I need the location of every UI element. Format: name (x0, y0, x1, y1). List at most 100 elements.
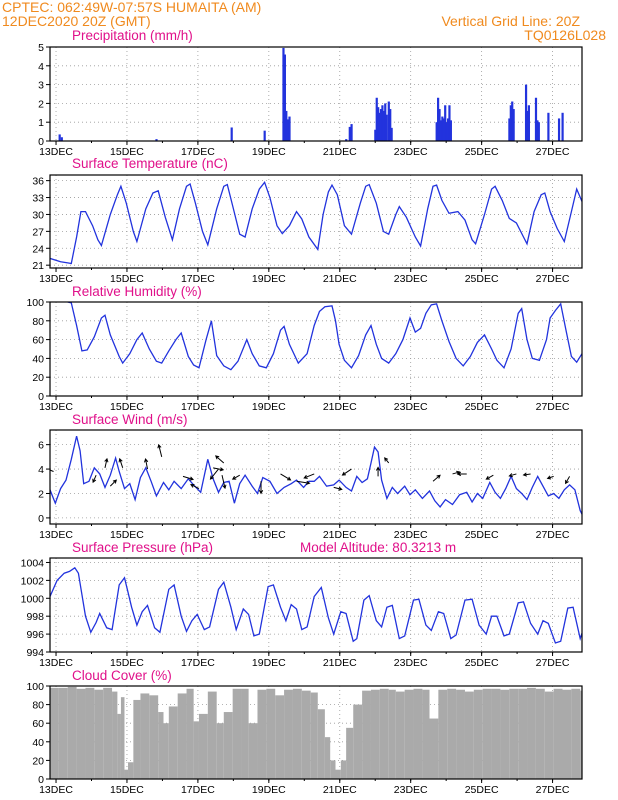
x-tick-label: 23DEC (394, 657, 428, 669)
x-tick-label: 27DEC (536, 784, 570, 796)
wind-arrow (92, 474, 97, 484)
cloud-bar (571, 688, 581, 779)
x-tick-label: 23DEC (394, 401, 428, 413)
y-tick-label: 3 (38, 80, 44, 92)
wind-arrow (215, 455, 225, 464)
precip-bar (263, 130, 266, 141)
panel-cloud-cover: 0 20 40 60 80 100 13DEC 15DEC 17DEC 19DEC 21DEC 23D… (26, 681, 583, 796)
wind-arrow (303, 473, 315, 479)
y-tick-label: 6 (38, 440, 44, 452)
wind-arrow (258, 481, 264, 495)
wind-arrow (508, 473, 517, 478)
cloud-bar (482, 688, 492, 779)
cloud-bar (438, 689, 448, 779)
x-tick-label: 13DEC (39, 529, 73, 541)
precip-bar (374, 129, 377, 141)
x-tick-label: 19DEC (252, 273, 286, 285)
precip-bar (230, 127, 233, 141)
cloud-bar (464, 691, 474, 779)
series-line-humidity (67, 302, 582, 371)
x-tick-label: 13DEC (39, 146, 73, 158)
series-line-pressure (50, 566, 582, 644)
panel-content-cloud-cover (50, 686, 582, 779)
precip-bar (283, 54, 286, 141)
cloud-bar (103, 687, 113, 779)
cloud-bar (284, 689, 293, 779)
cloud-bar (562, 689, 572, 779)
panel-content-humidity (67, 302, 582, 371)
x-tick-label: 13DEC (39, 401, 73, 413)
y-tick-label: 0 (38, 774, 44, 786)
cloud-bar (85, 687, 95, 779)
x-tick-label: 27DEC (536, 529, 570, 541)
x-tick-label: 27DEC (536, 146, 570, 158)
panel-title-temperature: Surface Temperature (nC) (72, 156, 228, 171)
cloud-bar (544, 691, 554, 779)
precip-bar (389, 109, 392, 141)
cloud-bar (168, 706, 178, 779)
panel-pressure: 994 996 998 1000 1002 1004 13DEC 15DEC 17DEC 19DE… (21, 557, 583, 669)
pressure-model-altitude: Model Altitude: 80.3213 m (300, 540, 456, 555)
y-tick-label: 2 (38, 98, 44, 110)
header-right2: TQ0126L028 (524, 27, 606, 43)
cloud-bar (518, 688, 528, 779)
y-tick-label: 2 (38, 488, 44, 500)
panel-content-precipitation (58, 47, 564, 141)
y-tick-label: 998 (26, 611, 44, 623)
precip-bar (547, 112, 550, 141)
wind-arrow (157, 443, 163, 457)
precip-bar (350, 124, 353, 141)
precip-bar (60, 137, 63, 141)
x-tick-label: 23DEC (394, 784, 428, 796)
x-tick-label: 13DEC (39, 273, 73, 285)
x-tick-label: 27DEC (536, 401, 570, 413)
cloud-bar (58, 687, 68, 779)
wind-arrow (522, 472, 531, 477)
wind-arrow (333, 486, 343, 491)
y-tick-label: 1002 (21, 575, 45, 587)
precip-bar (449, 120, 452, 141)
panel-frame (49, 557, 583, 653)
precip-bar (537, 122, 540, 141)
cloud-bar (301, 690, 311, 779)
cloud-bar (353, 704, 363, 779)
cloud-bar (340, 760, 347, 779)
header-line1: CPTEC: 062:49W-07:57S HUMAITA (AM) (2, 0, 261, 15)
x-tick-label: 23DEC (394, 146, 428, 158)
precip-bar (377, 107, 380, 141)
cloud-bar (362, 690, 371, 779)
panel-frame (49, 685, 583, 780)
cloud-bar (177, 693, 187, 779)
y-tick-label: 20 (32, 755, 44, 767)
cloud-bar (379, 688, 389, 779)
y-tick-label: 60 (32, 718, 44, 730)
cloud-bar (94, 689, 104, 779)
precip-bar (508, 118, 511, 141)
precip-bar (348, 126, 351, 141)
cloud-bar (140, 693, 150, 779)
panel-precipitation: 0 1 2 3 4 5 13DEC 15DEC 17DEC 19DEC 21DEC 23DEC 25DE… (38, 42, 583, 158)
wind-arrow (432, 474, 441, 482)
cloud-bar (429, 718, 439, 779)
precip-bar (285, 110, 288, 141)
wind-arrow (209, 468, 219, 480)
wind-arrow (546, 475, 554, 480)
wind-arrow (456, 471, 467, 477)
cloud-bar (257, 689, 267, 779)
x-tick-label: 19DEC (252, 401, 286, 413)
x-tick-label: 23DEC (394, 273, 428, 285)
cloud-bar (395, 691, 405, 779)
cloud-bar (292, 688, 302, 779)
wind-arrow (375, 466, 381, 477)
cloud-bar (128, 762, 134, 779)
precip-bar (512, 109, 515, 141)
y-tick-label: 80 (32, 700, 44, 712)
y-tick-label: 24 (32, 243, 44, 255)
x-tick-label: 15DEC (110, 657, 144, 669)
precip-bar (379, 109, 383, 141)
cloud-bar (266, 688, 276, 779)
x-tick-label: 21DEC (323, 401, 357, 413)
x-tick-label: 15DEC (110, 784, 144, 796)
y-tick-label: 1 (38, 117, 44, 129)
x-tick-label: 25DEC (465, 529, 499, 541)
